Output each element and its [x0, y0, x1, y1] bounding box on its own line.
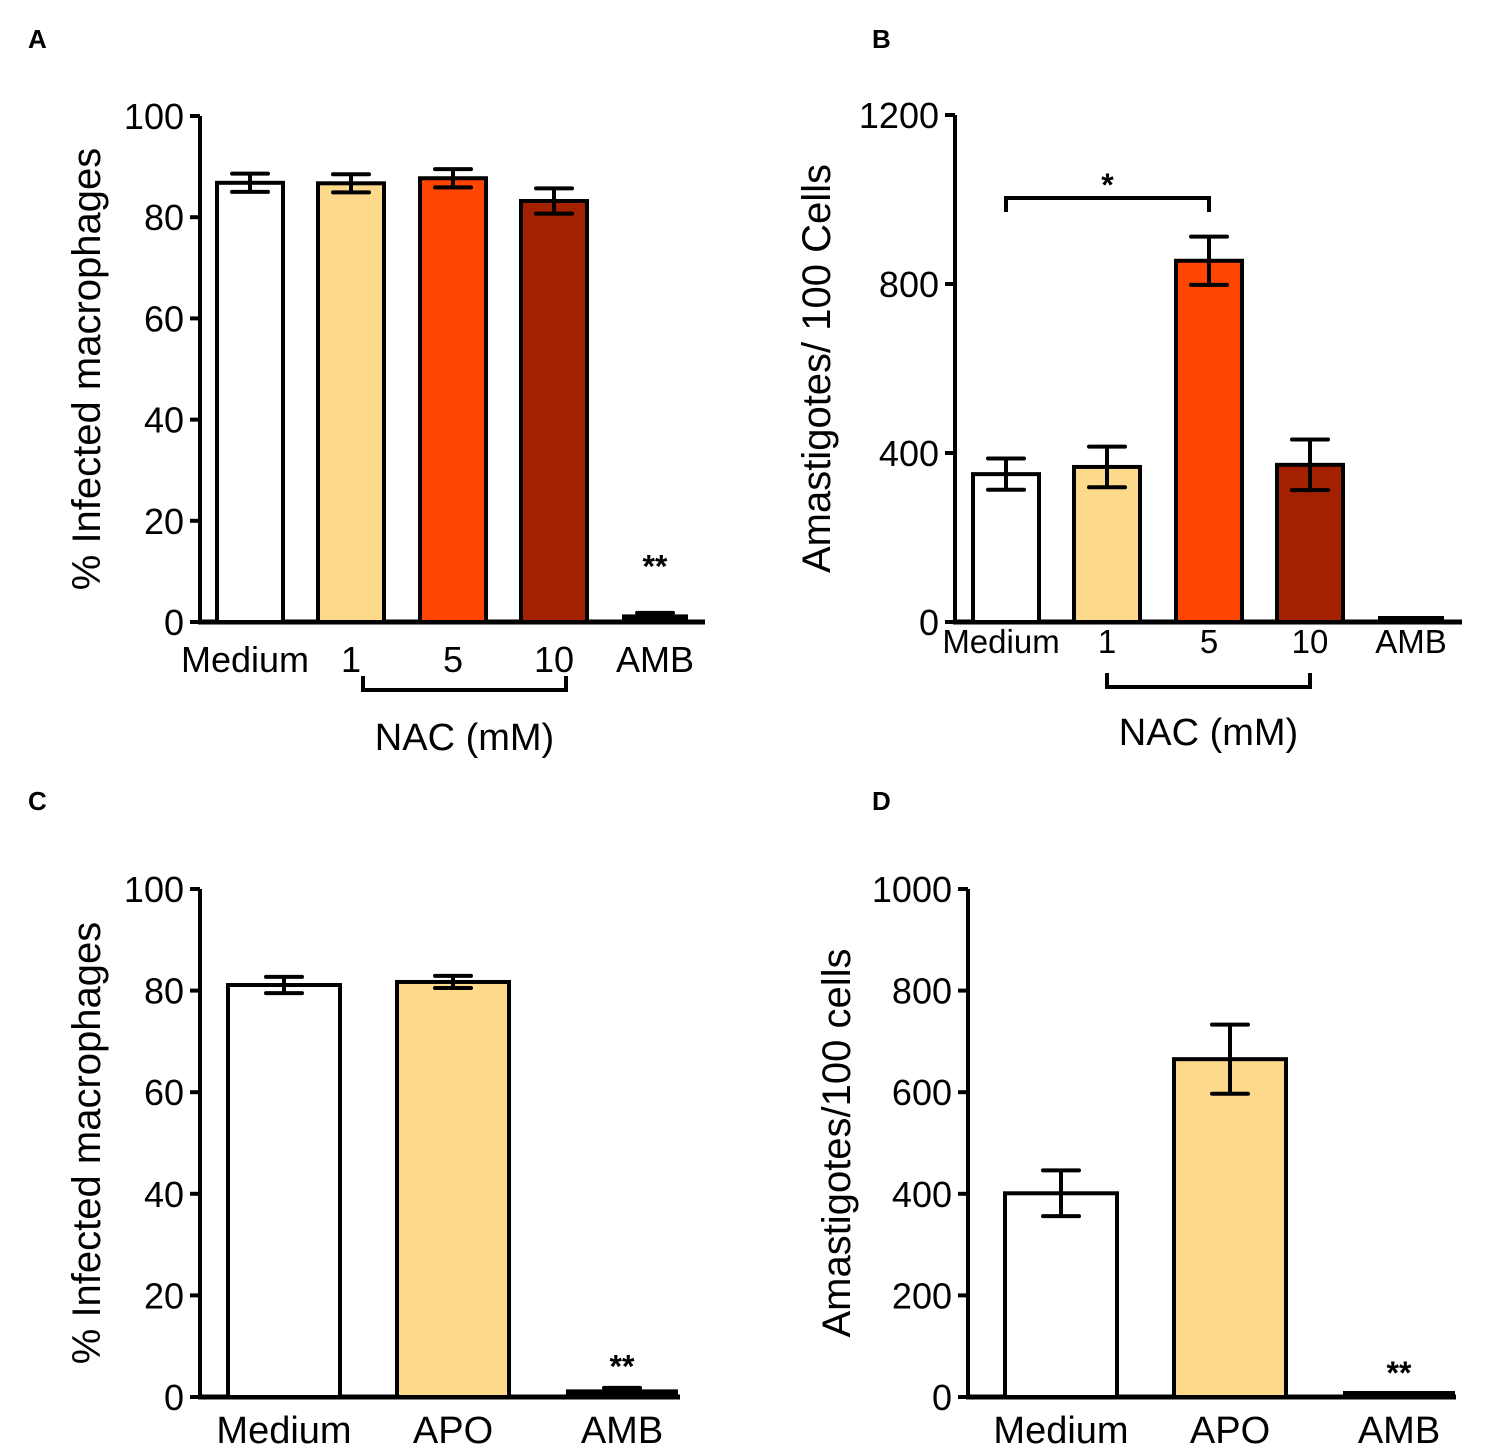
panel-d-y-tick-label: 400 — [892, 1174, 952, 1215]
panel-d-bar — [1343, 1391, 1455, 1397]
panel-d-category-label: AMB — [1358, 1410, 1440, 1452]
panel-c-bar — [226, 983, 342, 1400]
panel-d-letter: D — [872, 786, 891, 816]
panel-d-bar — [1003, 1191, 1119, 1399]
panel-c-y-tick-label: 80 — [144, 971, 184, 1012]
panel-b-bar — [1072, 464, 1142, 624]
panel-a-y-tick-label: 100 — [124, 96, 184, 137]
panel-d-bar — [1172, 1057, 1288, 1400]
panel-a-bar — [622, 614, 688, 622]
panel-a-bar — [316, 181, 386, 624]
panel-a-category-label: AMB — [616, 639, 694, 680]
panel-b-significance-marker: * — [1101, 167, 1114, 203]
panel-b-y-tick-label: 800 — [879, 264, 939, 305]
panel-a-y-axis-label: % Infected macrophages — [65, 148, 109, 590]
panel-b-y-axis-label: Amastigotes/ 100 Cells — [795, 164, 839, 573]
panel-a-y-tick-label: 60 — [144, 298, 184, 339]
panel-a-category-label: 5 — [443, 639, 463, 680]
panel-a-y-tick-label: 20 — [144, 501, 184, 542]
panel-d-category-label: APO — [1190, 1410, 1270, 1452]
panel-b-bar — [971, 472, 1041, 624]
panel-c-y-tick-label: 20 — [144, 1275, 184, 1316]
panel-b-y-tick-label: 1200 — [859, 95, 939, 136]
panel-c-significance-marker: ** — [610, 1348, 635, 1384]
panel-b-significance-bracket — [1004, 196, 1211, 212]
panel-b-category-label: 10 — [1292, 623, 1329, 660]
panel-b-letter: B — [872, 24, 891, 54]
panel-a-bar — [215, 180, 285, 625]
panel-d-y-axis-label: Amastigotes/100 cells — [815, 948, 859, 1337]
panel-a-y-tick-label: 0 — [164, 602, 184, 643]
panel-d-y-tick-label: 0 — [932, 1377, 952, 1418]
panel-b-category-label: 5 — [1200, 623, 1218, 660]
panel-a-significance-marker: ** — [643, 548, 668, 584]
panel-d-y-tick-label: 800 — [892, 971, 952, 1012]
panel-b-bar — [1378, 616, 1444, 622]
panel-c-y-tick-label: 40 — [144, 1174, 184, 1215]
panel-b-group-bracket — [1105, 673, 1312, 689]
panel-c-y-tick-label: 0 — [164, 1377, 184, 1418]
panel-d-category-label: Medium — [993, 1410, 1128, 1452]
panel-c-category-label: AMB — [581, 1410, 663, 1452]
panel-a-letter: A — [28, 24, 47, 54]
panel-d-significance-marker: ** — [1387, 1355, 1412, 1391]
panel-b-group-label: NAC (mM) — [1119, 712, 1298, 754]
panel-b-y-tick-label: 0 — [919, 602, 939, 643]
panel-c-y-tick-label: 100 — [124, 869, 184, 910]
panel-c-bar — [395, 979, 511, 1399]
panel-c-letter: C — [28, 786, 47, 816]
panel-a-group-label: NAC (mM) — [375, 717, 554, 759]
panel-d-y-tick-label: 200 — [892, 1275, 952, 1316]
panel-c-bar — [566, 1389, 678, 1397]
panel-a-y-tick-label: 80 — [144, 197, 184, 238]
panel-d-y-tick-label: 1000 — [872, 869, 952, 910]
panel-b-category-label: 1 — [1098, 623, 1116, 660]
panel-c-category-label: APO — [413, 1410, 493, 1452]
panel-a-bar — [519, 199, 589, 624]
panel-b-bar — [1174, 258, 1244, 624]
panel-d-y-tick-label: 600 — [892, 1072, 952, 1113]
panel-b-category-label: AMB — [1375, 623, 1447, 660]
panel-a-category-label: Medium — [181, 639, 309, 680]
panel-a-bar — [418, 176, 488, 624]
panel-a-group-bracket — [361, 676, 568, 692]
panel-c-category-label: Medium — [216, 1410, 351, 1452]
panel-a-category-label: 1 — [341, 639, 361, 680]
panel-b-y-tick-label: 400 — [879, 433, 939, 474]
panel-a-category-label: 10 — [534, 639, 574, 680]
panel-c-y-axis-label: % Infected macrophages — [65, 922, 109, 1364]
panel-c-y-tick-label: 60 — [144, 1072, 184, 1113]
panel-a-y-tick-label: 40 — [144, 400, 184, 441]
panel-b-category-label: Medium — [942, 623, 1059, 660]
